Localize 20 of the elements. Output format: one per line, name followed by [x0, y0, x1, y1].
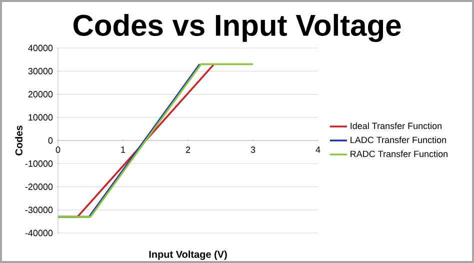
y-tick-label: 40000 — [28, 44, 53, 52]
legend-label: RADC Transfer Function — [350, 150, 448, 158]
legend-label: Ideal Transfer Function — [350, 122, 442, 130]
y-tick-label: -40000 — [25, 230, 53, 236]
y-tick-label: 30000 — [28, 68, 53, 74]
y-tick-label: -30000 — [25, 206, 53, 214]
x-tick-label: 3 — [250, 146, 256, 153]
y-axis-title: Codes — [15, 126, 22, 156]
y-tick-label: -20000 — [25, 184, 53, 190]
y-tick-label: 20000 — [28, 91, 53, 98]
x-tick-label: 2 — [186, 146, 190, 153]
x-axis-title: Input Voltage (V) — [149, 250, 227, 260]
x-tick-label: 0 — [56, 146, 60, 153]
x-tick-label: 1 — [121, 146, 126, 153]
y-tick-label: 0 — [48, 137, 53, 144]
legend-label: LADC Transfer Function — [350, 136, 446, 144]
x-tick-label: 4 — [316, 146, 320, 153]
y-tick-label: -10000 — [25, 160, 53, 167]
y-tick-label: 10000 — [28, 114, 53, 121]
chart-title: Codes vs Input Voltage — [73, 14, 401, 42]
